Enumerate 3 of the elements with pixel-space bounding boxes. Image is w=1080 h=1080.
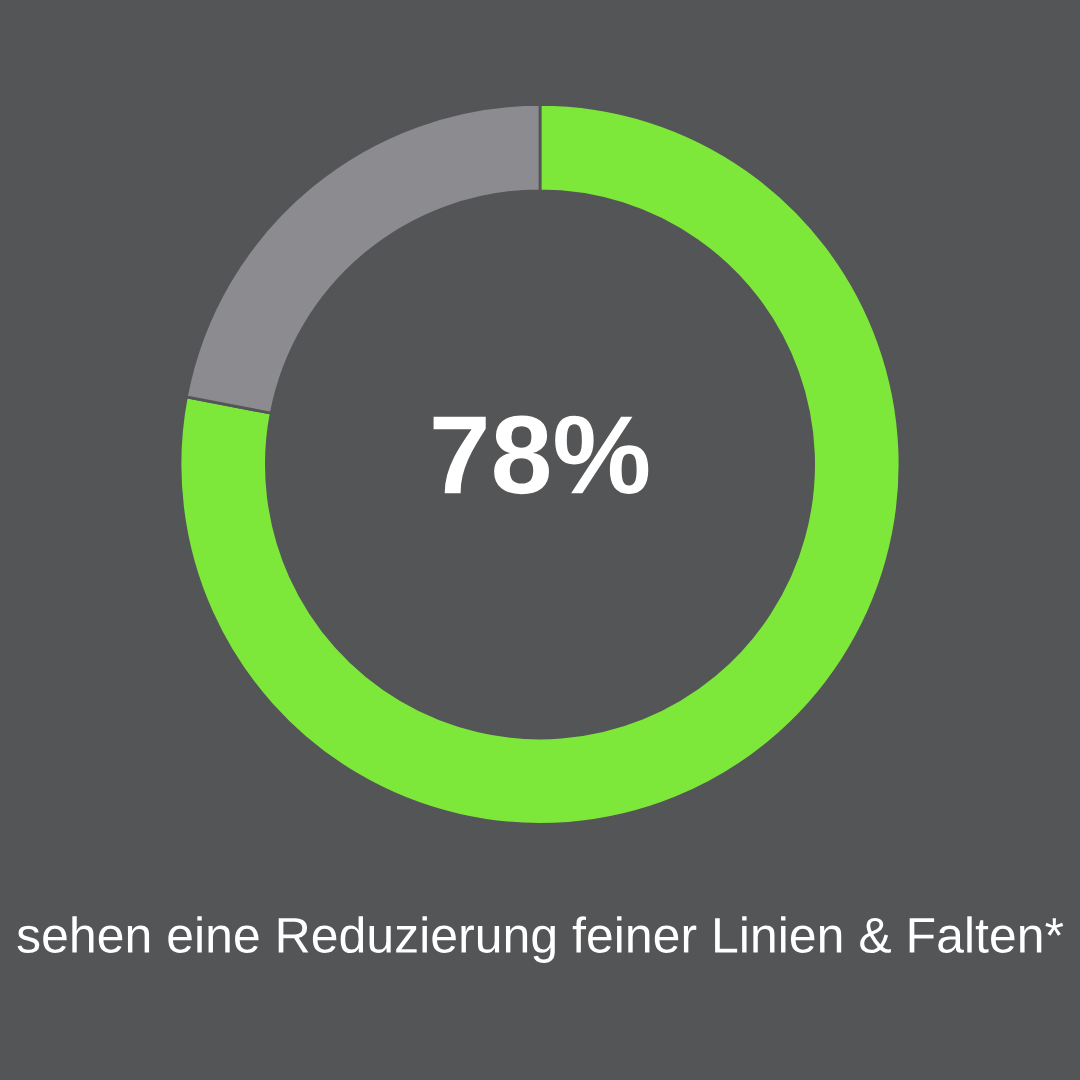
donut-slice: [178, 103, 902, 826]
text: sehen eine Reduzierung feiner Linien & Falten*: [17, 916, 1064, 963]
data-label: 78%: [433, 415, 649, 495]
